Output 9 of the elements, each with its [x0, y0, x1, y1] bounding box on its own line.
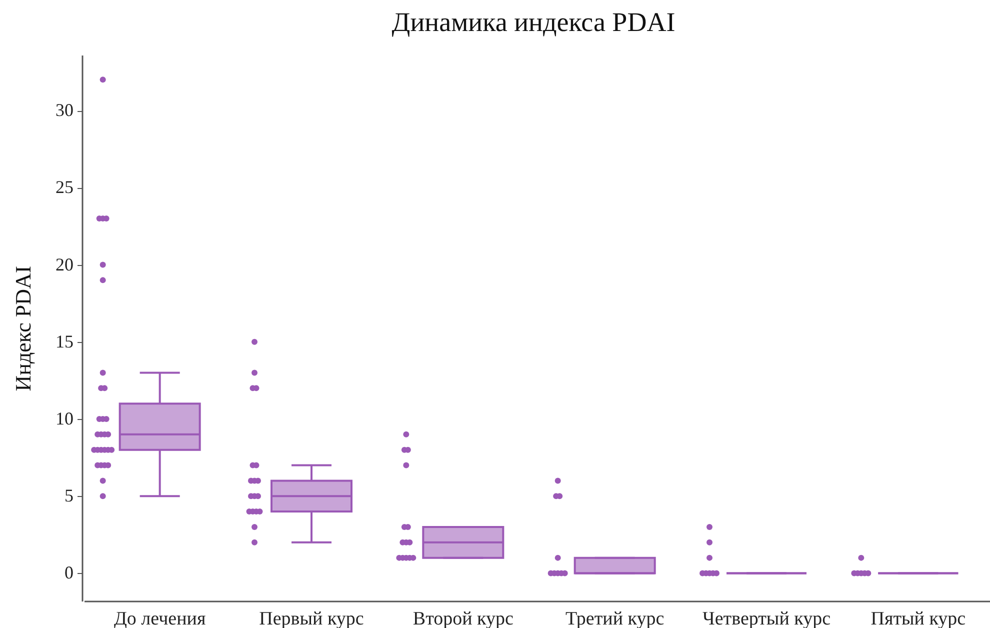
y-tick-label: 30 [56, 100, 74, 120]
y-tick-label: 25 [56, 177, 74, 198]
y-axis-title: Индекс PDAI [10, 266, 36, 392]
y-tick-label: 5 [64, 486, 74, 506]
y-tick-label: 0 [64, 562, 74, 583]
y-tick-label: 20 [56, 254, 74, 274]
y-tick-label: 10 [56, 408, 74, 428]
chart-title: Динамика индекса PDAI [392, 7, 676, 37]
y-tick-label: 15 [56, 331, 74, 352]
